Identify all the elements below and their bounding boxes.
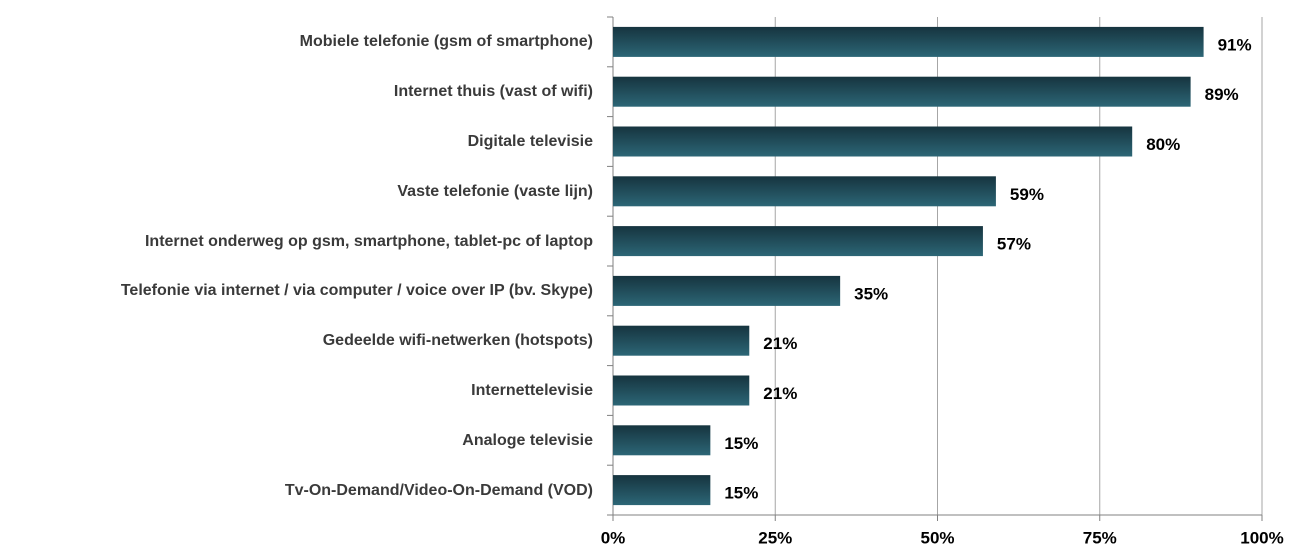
bar: [613, 475, 711, 506]
bar: [613, 226, 983, 257]
x-tick-label: 50%: [920, 528, 954, 547]
category-label-box: Internet thuis (vast of wifi): [0, 67, 593, 117]
value-label: 21%: [763, 334, 797, 353]
category-label-box: Vaste telefonie (vaste lijn): [0, 166, 593, 216]
value-label: 89%: [1205, 85, 1239, 104]
y-tick-label: Analoge televisie: [462, 431, 593, 449]
value-label: 91%: [1218, 35, 1252, 54]
bar: [613, 26, 1204, 57]
y-tick-label: Mobiele telefonie (gsm of smartphone): [299, 33, 593, 51]
bar: [613, 275, 841, 306]
value-label: 15%: [724, 434, 758, 453]
y-tick-label: Internet onderweg op gsm, smartphone, ta…: [144, 232, 593, 250]
y-tick-label: Tv-On-Demand/Video-On-Demand (VOD): [284, 481, 593, 499]
bar: [613, 375, 750, 406]
y-tick-label: Vaste telefonie (vaste lijn): [397, 182, 593, 200]
y-tick-label: Gedeelde wifi-netwerken (hotspots): [322, 332, 593, 350]
x-tick-label: 0%: [601, 528, 626, 547]
x-tick-label: 25%: [758, 528, 792, 547]
category-label-box: Digitale televisie: [0, 117, 593, 167]
y-tick-label: Telefonie via internet / via computer / …: [120, 282, 593, 300]
y-tick-label: Internet thuis (vast of wifi): [393, 83, 593, 101]
category-label-box: Internettelevisie: [0, 366, 593, 416]
bar: [613, 76, 1191, 107]
category-label-box: Mobiele telefonie (gsm of smartphone): [0, 17, 593, 67]
value-label: 15%: [724, 484, 758, 503]
value-label: 57%: [997, 235, 1031, 254]
y-tick-label: Digitale televisie: [467, 133, 593, 150]
value-label: 35%: [854, 284, 888, 303]
value-label: 59%: [1010, 185, 1044, 204]
bar: [613, 126, 1133, 157]
bar: [613, 176, 996, 207]
value-label: 21%: [763, 384, 797, 403]
bar: [613, 325, 750, 356]
x-tick-label: 75%: [1083, 528, 1117, 547]
value-label: 80%: [1146, 135, 1180, 154]
bar: [613, 425, 711, 456]
y-tick-label: Internettelevisie: [471, 382, 593, 399]
category-label-box: Tv-On-Demand/Video-On-Demand (VOD): [0, 465, 593, 515]
x-tick-label: 100%: [1240, 528, 1283, 547]
category-label-box: Internet onderweg op gsm, smartphone, ta…: [0, 216, 593, 266]
category-label-box: Analoge televisie: [0, 415, 593, 465]
category-label-box: Telefonie via internet / via computer / …: [0, 266, 593, 316]
category-label-box: Gedeelde wifi-netwerken (hotspots): [0, 316, 593, 366]
